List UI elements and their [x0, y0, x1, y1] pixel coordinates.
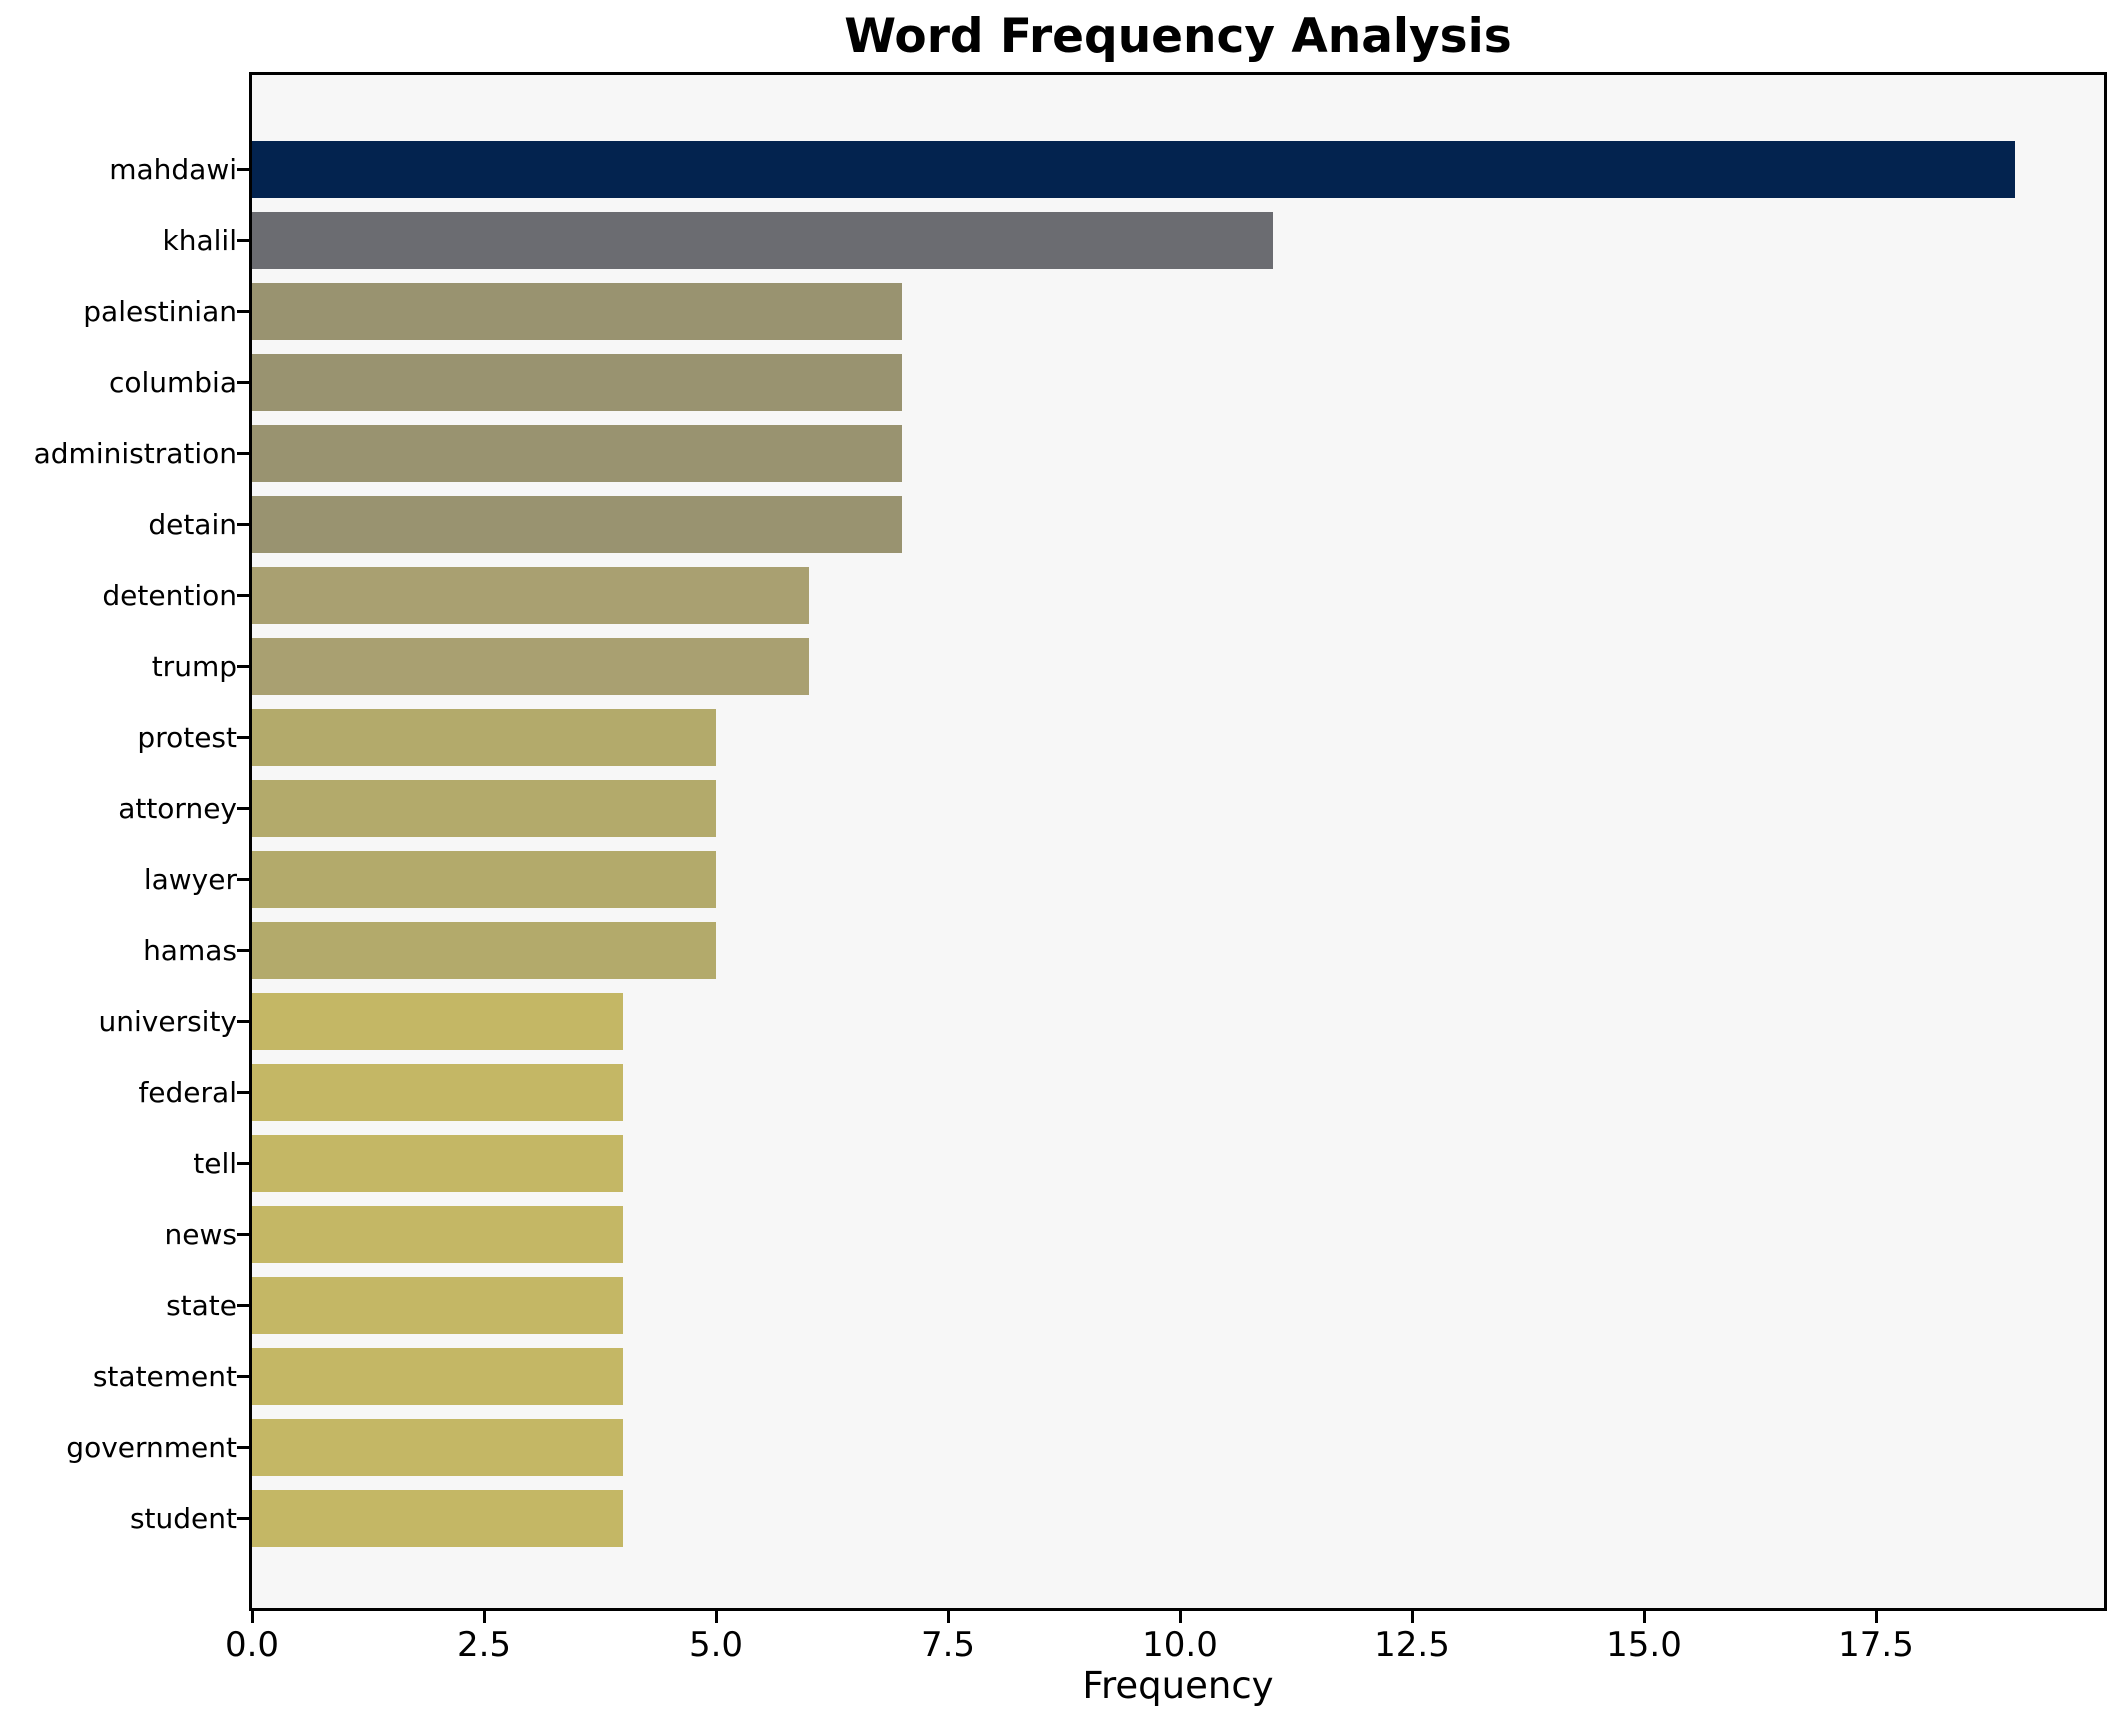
bar-tell [252, 1135, 624, 1192]
bar-administration [252, 425, 902, 482]
x-tick-label-10.0: 10.0 [1142, 1625, 1218, 1665]
bar-columbia [252, 354, 902, 411]
x-tick-12.5 [1410, 1611, 1414, 1623]
y-tick-statement [237, 1375, 249, 1378]
y-tick-columbia [237, 381, 249, 384]
bar-statement [252, 1348, 624, 1405]
y-tick-label-palestinian: palestinian [83, 294, 237, 328]
y-tick-student [237, 1517, 249, 1520]
y-tick-label-tell: tell [193, 1146, 237, 1180]
bar-detention [252, 567, 809, 624]
y-tick-label-lawyer: lawyer [143, 862, 237, 896]
bar-palestinian [252, 283, 902, 340]
y-tick-palestinian [237, 310, 249, 313]
y-tick-tell [237, 1162, 249, 1165]
bar-student [252, 1490, 624, 1547]
y-tick-label-student: student [129, 1501, 237, 1535]
bar-federal [252, 1064, 624, 1121]
y-tick-administration [237, 452, 249, 455]
x-tick-10.0 [1178, 1611, 1182, 1623]
y-tick-protest [237, 736, 249, 739]
bar-khalil [252, 212, 1273, 269]
x-tick-15.0 [1642, 1611, 1646, 1623]
bar-lawyer [252, 851, 716, 908]
bar-attorney [252, 780, 716, 837]
y-tick-label-university: university [98, 1004, 238, 1038]
x-axis-label: Frequency [1082, 1664, 1274, 1707]
y-tick-label-government: government [66, 1430, 237, 1464]
y-tick-khalil [237, 239, 249, 242]
y-tick-trump [237, 665, 249, 668]
y-tick-lawyer [237, 878, 249, 881]
x-tick-0.0 [250, 1611, 254, 1623]
x-tick-label-5.0: 5.0 [688, 1625, 744, 1665]
y-tick-label-detention: detention [102, 578, 237, 612]
x-tick-17.5 [1874, 1611, 1878, 1623]
y-tick-government [237, 1446, 249, 1449]
x-tick-7.5 [946, 1611, 950, 1623]
x-tick-label-15.0: 15.0 [1606, 1625, 1682, 1665]
bar-university [252, 993, 624, 1050]
x-tick-label-7.5: 7.5 [920, 1625, 976, 1665]
x-tick-label-0.0: 0.0 [224, 1625, 280, 1665]
chart-title: Word Frequency Analysis [844, 9, 1512, 64]
y-tick-label-khalil: khalil [162, 223, 237, 257]
y-tick-label-administration: administration [33, 436, 237, 470]
y-tick-label-columbia: columbia [108, 365, 237, 399]
bar-state [252, 1277, 624, 1334]
y-tick-label-protest: protest [137, 720, 237, 754]
x-tick-label-12.5: 12.5 [1374, 1625, 1450, 1665]
y-tick-label-statement: statement [92, 1359, 237, 1393]
y-tick-detain [237, 523, 249, 526]
y-tick-state [237, 1304, 249, 1307]
x-tick-5.0 [714, 1611, 718, 1623]
bar-government [252, 1419, 624, 1476]
y-tick-label-mahdawi: mahdawi [109, 152, 237, 186]
y-tick-label-federal: federal [138, 1075, 237, 1109]
y-tick-label-attorney: attorney [118, 791, 237, 825]
y-tick-label-detain: detain [148, 507, 237, 541]
y-tick-attorney [237, 807, 249, 810]
y-tick-label-state: state [166, 1288, 237, 1322]
bar-protest [252, 709, 716, 766]
x-tick-2.5 [482, 1611, 486, 1623]
y-tick-detention [237, 594, 249, 597]
y-tick-hamas [237, 949, 249, 952]
bar-hamas [252, 922, 716, 979]
y-tick-label-hamas: hamas [143, 933, 237, 967]
bar-news [252, 1206, 624, 1263]
y-tick-mahdawi [237, 168, 249, 171]
y-tick-news [237, 1233, 249, 1236]
y-tick-label-trump: trump [151, 649, 237, 683]
y-tick-federal [237, 1091, 249, 1094]
bar-mahdawi [252, 141, 2016, 198]
x-tick-label-17.5: 17.5 [1838, 1625, 1914, 1665]
plot-area [249, 72, 2107, 1611]
y-tick-university [237, 1020, 249, 1023]
bar-detain [252, 496, 902, 553]
bar-trump [252, 638, 809, 695]
y-tick-label-news: news [164, 1217, 237, 1251]
x-tick-label-2.5: 2.5 [456, 1625, 512, 1665]
